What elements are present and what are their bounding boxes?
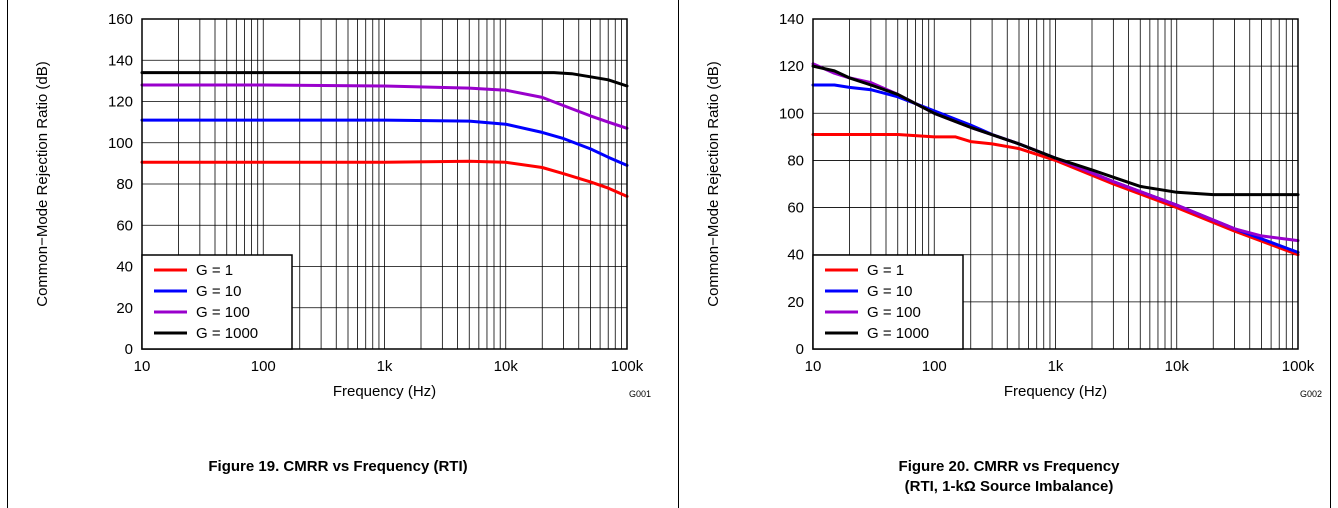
y-tick-label: 0	[796, 341, 804, 358]
series-line-g-1000	[811, 64, 1300, 197]
series-line-g-1	[140, 159, 629, 198]
figure-19-panel: 0 20 40 60 80 100 120 140 160 10 100 1k 10k 100k Frequ…	[8, 0, 668, 508]
legend-label: G = 1	[867, 262, 904, 279]
y-axis-label: Common−Mode Rejection Ratio (dB)	[34, 61, 51, 307]
figure-19-caption-line: Figure 19. CMRR vs Frequency (RTI)	[208, 458, 468, 475]
y-tick-label: 120	[108, 94, 133, 111]
x-tick-label: 10k	[1165, 358, 1190, 375]
x-axis-label: Frequency (Hz)	[333, 383, 436, 400]
plot-frame	[812, 18, 1299, 350]
y-tick-label: 100	[108, 135, 133, 152]
y-tick-label: 60	[116, 217, 133, 234]
x-tick-label: 10k	[494, 358, 519, 375]
y-tick-label: 140	[108, 52, 133, 69]
legend-label: G = 100	[196, 304, 250, 321]
x-tick-label: 100k	[611, 358, 644, 375]
y-axis-label: Common−Mode Rejection Ratio (dB)	[705, 61, 722, 307]
legend-label: G = 10	[867, 283, 912, 300]
figure-20-chart: 0 20 40 60 80 100 120 140 10 100 1k 10k 100k Frequenc…	[705, 11, 1322, 400]
y-tick-label: 80	[787, 152, 804, 169]
panel-divider	[678, 0, 679, 508]
y-tick-label: 160	[108, 11, 133, 28]
x-axis-label: Frequency (Hz)	[1004, 383, 1107, 400]
x-tick-label: 100k	[1282, 358, 1315, 375]
x-tick-label: 1k	[377, 358, 393, 375]
figure-20-caption-line-2: (RTI, 1-kΩ Source Imbalance)	[904, 478, 1114, 495]
series-line-g-10	[140, 118, 629, 167]
y-tick-label: 140	[779, 11, 804, 28]
plot-frame	[141, 18, 628, 350]
figure-code: G002	[1300, 389, 1322, 399]
y-tick-label: 20	[787, 294, 804, 311]
x-tick-label: 100	[922, 358, 947, 375]
legend-label: G = 100	[867, 304, 921, 321]
figure-20-panel: 0 20 40 60 80 100 120 140 10 100 1k 10k 100k Frequenc…	[679, 0, 1338, 508]
y-tick-label: 120	[779, 58, 804, 75]
y-tick-label: 80	[116, 176, 133, 193]
figure-19-caption: Figure 19. CMRR vs Frequency (RTI)	[8, 457, 668, 477]
x-tick-label: 10	[805, 358, 822, 375]
figure-code: G001	[629, 389, 651, 399]
figure-19-chart: 0 20 40 60 80 100 120 140 160 10 100 1k 10k 100k Frequ…	[34, 11, 651, 400]
page-left-border	[7, 0, 8, 508]
legend-label: G = 10	[196, 283, 241, 300]
y-tick-label: 100	[779, 105, 804, 122]
page-right-border	[1330, 0, 1331, 508]
x-tick-label: 100	[251, 358, 276, 375]
legend-label: G = 1000	[867, 325, 929, 342]
y-tick-label: 40	[116, 259, 133, 276]
figure-20-caption-line-1: Figure 20. CMRR vs Frequency	[898, 458, 1120, 475]
series-line-g-1	[811, 133, 1300, 257]
legend-label: G = 1	[196, 262, 233, 279]
y-tick-label: 60	[787, 200, 804, 217]
y-tick-label: 20	[116, 300, 133, 317]
series-line-g-1000	[140, 71, 629, 88]
y-tick-label: 40	[787, 247, 804, 264]
series-line-g-100	[140, 83, 629, 130]
x-tick-label: 1k	[1048, 358, 1064, 375]
figure-20-caption: Figure 20. CMRR vs Frequency (RTI, 1-kΩ …	[679, 457, 1338, 497]
x-tick-label: 10	[134, 358, 151, 375]
legend-label: G = 1000	[196, 325, 258, 342]
y-tick-label: 0	[125, 341, 133, 358]
